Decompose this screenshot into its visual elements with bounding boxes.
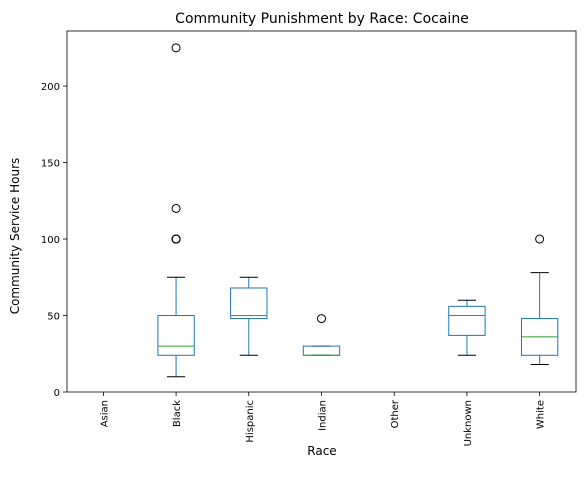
x-tick-label: Other bbox=[390, 399, 401, 428]
box-indian bbox=[302, 314, 341, 356]
x-tick-label: Hispanic bbox=[245, 400, 256, 443]
x-tick-label: Asian bbox=[99, 400, 110, 427]
plot-frame bbox=[66, 30, 577, 393]
y-axis-label: Community Service Hours bbox=[8, 158, 22, 315]
y-tick-label: 0 bbox=[54, 388, 60, 399]
iqr-box bbox=[230, 287, 268, 320]
box-black bbox=[157, 43, 195, 378]
x-tick-label: Black bbox=[172, 400, 183, 427]
x-axis-label: Race bbox=[307, 444, 336, 458]
y-tick-label: 50 bbox=[47, 312, 60, 323]
outlier-point bbox=[535, 234, 545, 244]
outlier-point bbox=[317, 314, 326, 324]
box-white bbox=[520, 234, 559, 365]
y-tick-label: 200 bbox=[41, 82, 60, 93]
iqr-box bbox=[448, 305, 486, 336]
iqr-box bbox=[157, 315, 195, 356]
outlier-point bbox=[171, 234, 181, 244]
box-unknown bbox=[448, 299, 486, 356]
y-tick-label: 100 bbox=[41, 235, 60, 246]
iqr-box bbox=[302, 345, 341, 356]
x-tick-label: Unknown bbox=[463, 400, 474, 446]
outlier-point bbox=[171, 203, 181, 213]
outlier-point bbox=[171, 43, 181, 53]
y-tick-label: 150 bbox=[41, 159, 60, 170]
box-hispanic bbox=[230, 276, 268, 356]
plot-area: 0 50 100 150 200 Asian Black Hispanic Indian Othe… bbox=[41, 30, 577, 446]
x-tick-label: White bbox=[536, 400, 547, 429]
x-tick-label: Indian bbox=[318, 400, 329, 431]
chart-title: Community Punishment by Race: Cocaine bbox=[175, 11, 469, 27]
